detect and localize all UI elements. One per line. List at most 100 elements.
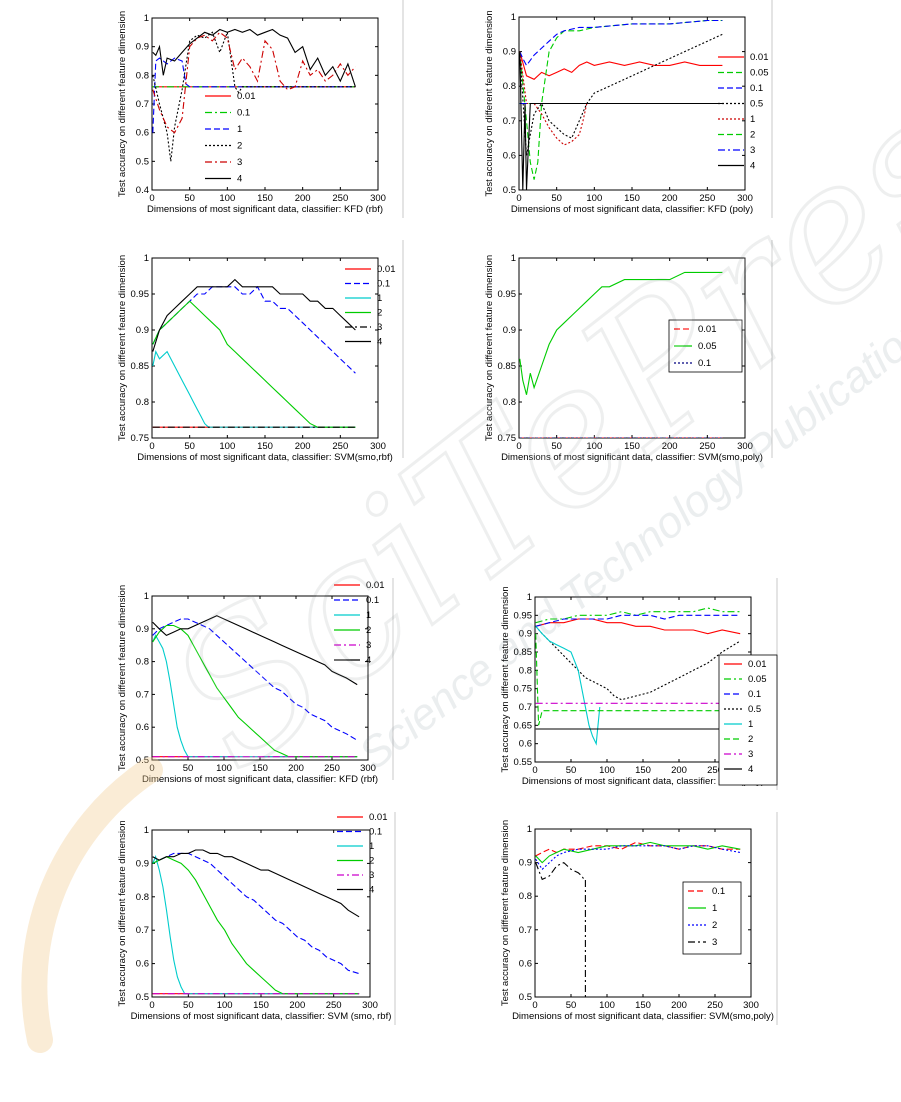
legend-label: 0.1 — [750, 83, 763, 94]
legend-label: 4 — [748, 764, 753, 775]
legend: 0.01 0.1 1 2 3 4 — [345, 264, 396, 348]
legend-label: 0.01 — [750, 52, 769, 63]
y-axis-label: Test accuracy on different feature dimen… — [117, 585, 128, 771]
series-line-1 — [535, 625, 601, 746]
legend-label: 1 — [712, 903, 717, 914]
legend: 0.01 0.1 1 2 3 4 — [337, 812, 388, 896]
series-line-0_1 — [519, 19, 723, 67]
x-tick-label: 200 — [662, 193, 678, 204]
x-tick-label: 150 — [624, 441, 640, 452]
x-tick-label: 300 — [360, 763, 376, 774]
y-tick-label: 0.5 — [503, 185, 516, 196]
legend-label: 0.01 — [377, 264, 396, 275]
legend: 0.1 1 2 3 — [682, 881, 742, 955]
y-tick-label: 0.7 — [136, 925, 149, 936]
legend-label: 0.1 — [698, 358, 711, 369]
x-tick-label: 150 — [253, 1000, 269, 1011]
x-tick-label: 50 — [551, 193, 562, 204]
legend-label: 3 — [366, 640, 371, 651]
legend-label: 2 — [237, 141, 242, 152]
legend-label: 3 — [369, 870, 374, 881]
x-tick-label: 250 — [699, 441, 715, 452]
y-tick-label: 0.85 — [514, 647, 533, 658]
y-tick-label: 0.9 — [136, 858, 149, 869]
x-tick-label: 0 — [149, 1000, 154, 1011]
chart-panel-8: 0 50 100 150 200 250 300 0.5 0.6 0.7 0.8 0.9 1 Dimens… — [500, 812, 778, 1025]
series-line-1 — [535, 841, 741, 864]
legend-label: 0.5 — [748, 704, 761, 715]
y-tick-label: 0.6 — [136, 722, 149, 733]
x-tick-label: 250 — [699, 193, 715, 204]
series-line-0_5 — [519, 33, 723, 156]
x-tick-label: 300 — [370, 441, 386, 452]
legend-label: 2 — [712, 920, 717, 931]
legend-label: 4 — [369, 885, 374, 896]
series-line-2 — [535, 633, 741, 726]
y-tick-label: 0.9 — [503, 325, 516, 336]
y-tick-label: 0.55 — [514, 757, 533, 768]
legend: 0.01 0.1 1 2 3 4 — [334, 580, 385, 666]
legend-label: 3 — [377, 322, 382, 333]
y-tick-label: 0.9 — [136, 42, 149, 53]
x-tick-label: 50 — [566, 765, 577, 776]
x-tick-label: 200 — [289, 1000, 305, 1011]
plot-area — [151, 595, 369, 761]
legend-label: 3 — [748, 749, 753, 760]
series-line-0_1 — [152, 618, 358, 741]
y-tick-label: 0.7 — [136, 689, 149, 700]
y-tick-label: 0.9 — [519, 629, 532, 640]
legend-label: 2 — [366, 625, 371, 636]
legend-label: 0.01 — [366, 580, 385, 591]
x-tick-label: 100 — [599, 1000, 615, 1011]
x-tick-label: 200 — [288, 763, 304, 774]
legend-label: 3 — [712, 937, 717, 948]
x-tick-label: 250 — [332, 441, 348, 452]
series-line-2 — [152, 856, 360, 995]
y-tick-label: 0.7 — [519, 925, 532, 936]
y-tick-label: 0.75 — [498, 433, 517, 444]
y-tick-label: 0.8 — [519, 891, 532, 902]
legend-label: 2 — [377, 308, 382, 319]
y-tick-label: 0.8 — [503, 397, 516, 408]
x-tick-label: 100 — [599, 765, 615, 776]
y-tick-label: 1 — [527, 592, 532, 603]
x-tick-label: 250 — [707, 1000, 723, 1011]
series-line-1 — [152, 349, 356, 428]
x-tick-label: 300 — [370, 193, 386, 204]
chart-panel-5: 0 50 100 150 200 250 300 0.5 0.6 0.7 0.8 0.9 1 Dimens… — [117, 578, 394, 785]
legend-label: 0.05 — [748, 674, 767, 685]
y-axis-label: Test accuracy on different feature dimen… — [500, 586, 511, 772]
y-axis-label: Test accuracy on different feature dimen… — [117, 820, 128, 1006]
x-tick-label: 250 — [332, 193, 348, 204]
y-tick-label: 0.6 — [136, 959, 149, 970]
y-tick-label: 1 — [511, 12, 516, 23]
y-tick-label: 0.9 — [503, 47, 516, 58]
x-tick-label: 250 — [326, 1000, 342, 1011]
series-line-4 — [152, 849, 360, 918]
y-tick-label: 0.75 — [131, 433, 150, 444]
x-axis-label: Dimensions of most significant data, cla… — [522, 776, 764, 787]
y-tick-label: 0.6 — [503, 150, 516, 161]
y-tick-label: 0.7 — [503, 116, 516, 127]
series-line-2 — [535, 845, 741, 871]
legend-label: 0.01 — [369, 812, 388, 823]
series-line-0_5 — [535, 625, 741, 701]
legend-label: 1 — [237, 124, 242, 135]
x-tick-label: 200 — [662, 441, 678, 452]
legend-label: 0.01 — [698, 324, 717, 335]
y-tick-label: 1 — [144, 13, 149, 24]
x-axis-label: Dimensions of most significant data, cla… — [511, 204, 753, 215]
x-tick-label: 250 — [324, 763, 340, 774]
x-tick-label: 100 — [219, 441, 235, 452]
x-tick-label: 200 — [671, 1000, 687, 1011]
series-line-0_1 — [535, 614, 741, 627]
x-tick-label: 50 — [183, 763, 194, 774]
series-line-0_05 — [519, 19, 723, 180]
y-tick-label: 0.85 — [131, 361, 150, 372]
x-tick-label: 50 — [184, 193, 195, 204]
y-axis-label: Test accuracy on different feature dimen… — [117, 11, 128, 197]
series-line-4 — [152, 28, 356, 87]
y-tick-label: 0.8 — [136, 397, 149, 408]
y-tick-label: 0.85 — [498, 361, 517, 372]
